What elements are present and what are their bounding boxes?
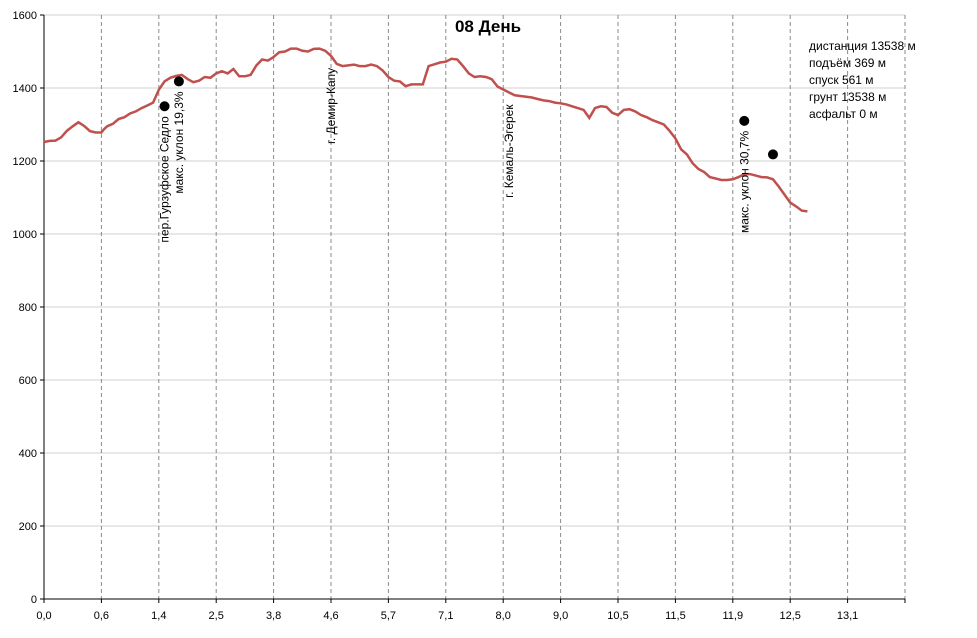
y-tick-label: 200 [19,521,37,533]
x-tick-labels: 0,0 0,6 1,4 2,5 3,8 4,6 5,7 7,1 8,0 9,0 10,5 11,5 11… [36,610,858,622]
x-tick-label: 10,5 [607,610,628,622]
marker-point [739,115,750,126]
x-tick-label: 4,6 [323,610,338,622]
marker-point [159,101,170,112]
y-tick-label: 400 [19,448,37,460]
x-tick-label: 1,4 [151,610,166,622]
x-tick-label: 9,0 [553,610,568,622]
chart-title: 08 День [455,17,521,36]
x-tick-label: 5,7 [381,610,396,622]
x-tick-label: 0,0 [36,610,51,622]
summit-label: г. Демир-Капу [324,68,338,144]
vertical-gridlines [43,15,906,603]
x-tick-label: 8,0 [496,610,511,622]
x-tick-label: 11,5 [665,610,686,622]
y-tick-label: 1600 [13,10,37,22]
marker-label: макс. уклон 19,3% [172,91,186,193]
y-tick-label: 800 [19,302,37,314]
route-stats: дистанция 13538 м подъём 369 м спуск 561 м… [809,39,916,121]
horizontal-gridlines [40,14,905,600]
x-tick-label: 7,1 [438,610,453,622]
x-tick-label: 2,5 [209,610,224,622]
elevation-line [43,47,808,213]
marker-point [173,76,184,87]
stat-line: асфальт 0 м [809,107,878,121]
stat-line: подъём 369 м [809,56,886,70]
x-tick-label: 13,1 [837,610,858,622]
x-tick-label: 11,9 [723,610,744,622]
stat-line: спуск 561 м [809,73,874,87]
x-tick-label: 3,8 [266,610,281,622]
marker-point [767,149,778,160]
summit-label: г. Кемаль-Эгерек [502,104,516,198]
annotations: пер.Гурзуфское Седло макс. уклон 19,3% мак… [158,68,752,243]
markers [159,76,778,160]
stat-line: грунт 13538 м [809,90,886,104]
y-tick-label: 1200 [13,156,37,168]
marker-label: макс. уклон 30,7% [737,131,751,233]
x-tick-label: 12,5 [779,610,800,622]
y-tick-label: 1000 [13,229,37,241]
y-tick-label: 1400 [13,83,37,95]
x-tick-label: 0,6 [94,610,109,622]
y-tick-labels: 0 200 400 600 800 1000 1200 1400 1600 [13,10,37,606]
marker-label: пер.Гурзуфское Седло [158,116,172,243]
stat-line: дистанция 13538 м [809,39,916,53]
y-tick-label: 0 [31,594,37,606]
y-tick-label: 600 [19,375,37,387]
